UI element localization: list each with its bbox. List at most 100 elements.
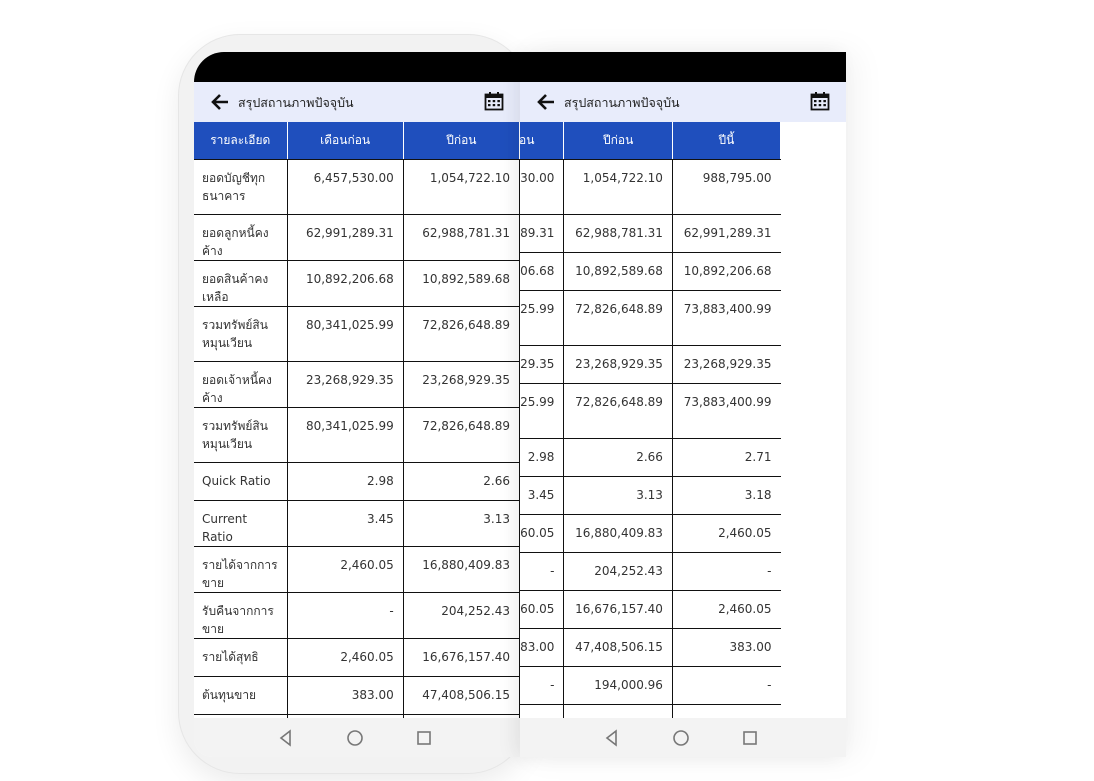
cell-last-year: 16,676,157.40 bbox=[563, 590, 673, 629]
nav-back-icon[interactable] bbox=[276, 728, 296, 748]
table-row: 3.45 3.13 3.18 bbox=[520, 476, 781, 515]
cell-last-year: 194,000.96 bbox=[563, 666, 673, 705]
table-row: ต้นทุนขาย 383.00 47,408,506.15 bbox=[194, 676, 520, 715]
table-row: Current Ratio 3.45 3.13 bbox=[194, 500, 520, 547]
row-label: รวมทรัพย์สินหมุนเวียน bbox=[194, 306, 288, 362]
back-arrow-icon[interactable] bbox=[210, 92, 230, 112]
cell-last-year: 10,892,589.68 bbox=[563, 252, 673, 291]
app-bar: สรุปสถานภาพปัจจุบัน bbox=[194, 82, 520, 122]
cell-last-year: 72,826,648.89 bbox=[402, 306, 520, 362]
header-last-month: เดือนก่อน bbox=[287, 122, 404, 160]
cell-last-year: 47,408,506.15 bbox=[402, 676, 520, 715]
cell-last-year: 16,676,157.40 bbox=[402, 638, 520, 677]
cell-last-month: 383.00 bbox=[286, 676, 404, 715]
cell-last-month: 2,460.05 bbox=[520, 514, 565, 553]
table-header-row: รายละเอียด เดือนก่อน ปีก่อน bbox=[194, 122, 520, 160]
cell-last-year: 62,988,781.31 bbox=[563, 214, 673, 253]
cell-last-year: 72,826,648.89 bbox=[563, 290, 673, 346]
page-title: สรุปสถานภาพปัจจุบัน bbox=[238, 95, 354, 110]
calendar-icon[interactable] bbox=[484, 91, 504, 111]
cell-last-month: 2,460.05 bbox=[520, 590, 565, 629]
app-bar: สรุปสถานภาพปัจจุบัน bbox=[520, 82, 846, 122]
header-last-month: เดือนก่อน bbox=[520, 122, 565, 160]
cell-last-month: 80,341,025.99 bbox=[286, 407, 404, 463]
nav-home-icon[interactable] bbox=[345, 728, 365, 748]
cell-last-month: 383.00 bbox=[520, 704, 565, 718]
table-row: รายได้สุทธิ 2,460.05 16,676,157.40 bbox=[194, 638, 520, 677]
back-arrow-icon[interactable] bbox=[536, 92, 556, 112]
calendar-icon[interactable] bbox=[810, 91, 830, 111]
cell-this-year: 10,892,206.68 bbox=[671, 252, 781, 291]
row-label: Current Ratio bbox=[194, 500, 288, 547]
table-row: ยอดเจ้าหนี้คงค้าง 23,268,929.35 23,268,929… bbox=[194, 361, 520, 408]
cell-this-year: 2,460.05 bbox=[671, 590, 781, 629]
cell-last-month: 80,341,025.99 bbox=[286, 306, 404, 362]
cell-this-year: 73,883,400.99 bbox=[671, 290, 781, 346]
nav-recents-icon[interactable] bbox=[740, 728, 760, 748]
table-header-row: เดือนก่อน ปีก่อน ปีนี้ bbox=[520, 122, 782, 160]
nav-recents-icon[interactable] bbox=[414, 728, 434, 748]
data-table-container[interactable]: รายละเอียด เดือนก่อน ปีก่อน ยอดบัญชีทุกธ… bbox=[194, 122, 520, 718]
cell-this-year: 988,795.00 bbox=[671, 159, 781, 215]
status-bar bbox=[194, 52, 520, 82]
cell-last-year: 62,988,781.31 bbox=[402, 214, 520, 261]
cell-last-month: 2.98 bbox=[286, 462, 404, 501]
table-row: รวมทรัพย์สินหมุนเวียน 80,341,025.99 72,826… bbox=[194, 407, 520, 463]
cell-last-year: 10,892,589.68 bbox=[402, 260, 520, 307]
table-row: ยอดสินค้าคงเหลือ 10,892,206.68 10,892,589.… bbox=[194, 260, 520, 307]
cell-last-year: 3.13 bbox=[402, 500, 520, 547]
summary-table: รายละเอียด เดือนก่อน ปีก่อน ยอดบัญชีทุกธ… bbox=[194, 122, 520, 718]
cell-last-month: 62,991,289.31 bbox=[520, 214, 565, 253]
table-row: รับคืนจากการขาย -204,252.43 bbox=[194, 592, 520, 639]
data-table-container[interactable]: เดือนก่อน ปีก่อน ปีนี้ 6,457,530.001,054… bbox=[520, 122, 846, 718]
table-row: ยอดบัญชีทุกธนาคาร 6,457,530.00 1,054,722.1… bbox=[194, 159, 520, 215]
header-this-year: ปีนี้ bbox=[672, 122, 782, 160]
cell-last-month: 2,460.05 bbox=[286, 638, 404, 677]
nav-home-icon[interactable] bbox=[671, 728, 691, 748]
cell-last-year: 47,214,505.19 bbox=[563, 704, 673, 718]
row-label: Quick Ratio bbox=[194, 462, 288, 501]
cell-this-year: 2.71 bbox=[671, 438, 781, 477]
cell-this-year: 3.18 bbox=[671, 476, 781, 515]
table-row: รวมทรัพย์สินหมุนเวียน 80,341,025.99 72,826… bbox=[194, 306, 520, 362]
android-nav-bar bbox=[520, 718, 846, 757]
row-label: ยอดเจ้าหนี้คงค้าง bbox=[194, 361, 288, 408]
cell-last-month: 23,268,929.35 bbox=[520, 345, 565, 384]
cell-last-year: 204,252.43 bbox=[402, 592, 520, 639]
cell-last-year: 2.66 bbox=[563, 438, 673, 477]
cell-this-year: - bbox=[671, 552, 781, 591]
summary-table: เดือนก่อน ปีก่อน ปีนี้ 6,457,530.001,054… bbox=[520, 122, 782, 718]
nav-back-icon[interactable] bbox=[602, 728, 622, 748]
cell-this-year: 383.00 bbox=[671, 704, 781, 718]
cell-last-year: 16,880,409.83 bbox=[402, 546, 520, 593]
android-nav-bar bbox=[194, 718, 520, 757]
header-last-year: ปีก่อน bbox=[403, 122, 520, 160]
table-row: รายได้จากการขาย 2,460.05 16,880,409.83 bbox=[194, 546, 520, 593]
cell-this-year: 2,460.05 bbox=[671, 514, 781, 553]
cell-last-year: 16,880,409.83 bbox=[563, 514, 673, 553]
cell-last-month: 62,991,289.31 bbox=[286, 214, 404, 261]
cell-this-year: 62,991,289.31 bbox=[671, 214, 781, 253]
row-label: ยอดลูกหนี้คงค้าง bbox=[194, 214, 288, 261]
cell-last-month: 6,457,530.00 bbox=[286, 159, 404, 215]
row-label: รายได้จากการขาย bbox=[194, 546, 288, 593]
cell-last-month: 10,892,206.68 bbox=[520, 252, 565, 291]
row-label: ยอดบัญชีทุกธนาคาร bbox=[194, 159, 288, 215]
cell-last-year: 1,054,722.10 bbox=[563, 159, 673, 215]
cell-last-year: 2.66 bbox=[402, 462, 520, 501]
cell-last-month: 80,341,025.99 bbox=[520, 290, 565, 346]
cell-last-year: 194,000.96 bbox=[402, 714, 520, 718]
phone-screen-right: สรุปสถานภาพปัจจุบัน เดือนก่อน ปีก่อน ปีน… bbox=[520, 52, 846, 757]
cell-last-month: 3.45 bbox=[286, 500, 404, 547]
cell-last-year: 23,268,929.35 bbox=[402, 361, 520, 408]
cell-last-month: - bbox=[520, 666, 565, 705]
cell-last-month: 2,460.05 bbox=[286, 546, 404, 593]
cell-last-year: 72,826,648.89 bbox=[402, 407, 520, 463]
header-detail: รายละเอียด bbox=[194, 122, 288, 160]
